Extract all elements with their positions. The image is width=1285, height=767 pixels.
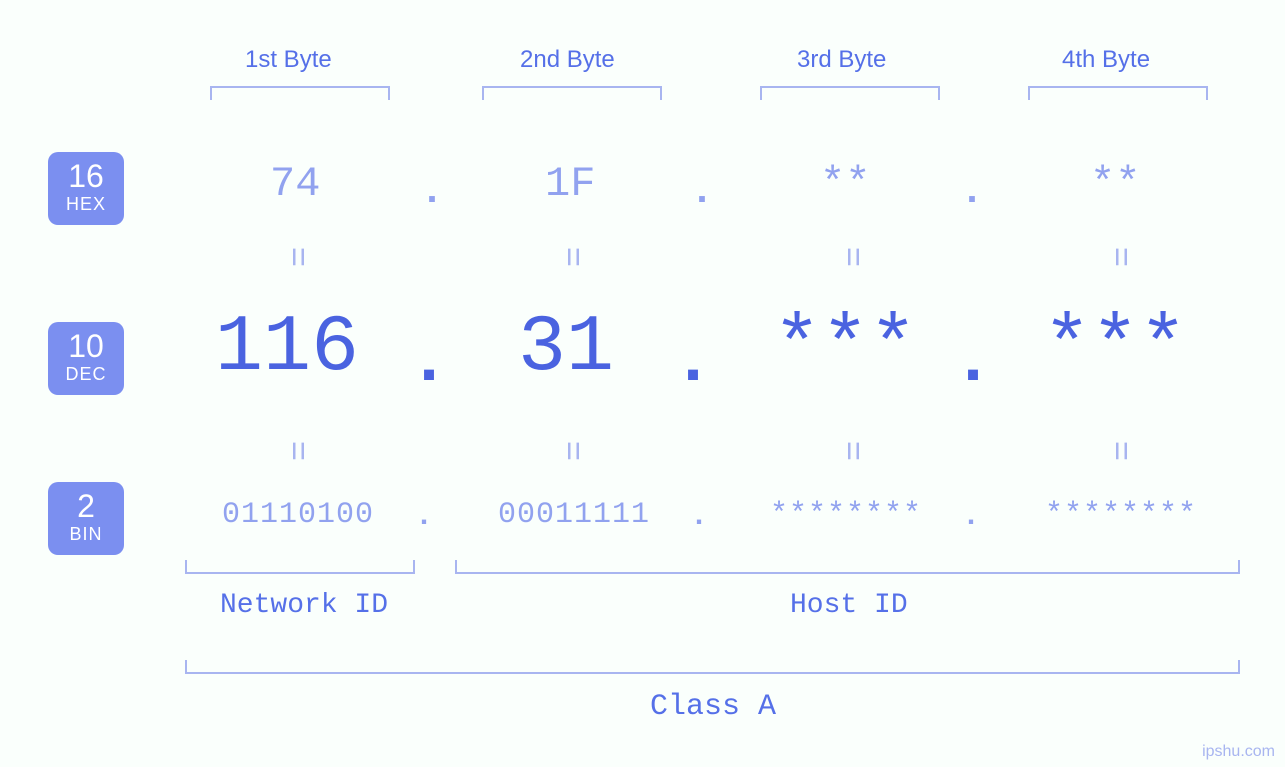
badge-bin-num: 2 bbox=[48, 490, 124, 522]
dec-byte-2: 31 bbox=[518, 303, 614, 394]
eq-2-3: = bbox=[831, 441, 869, 461]
hex-byte-1: 74 bbox=[270, 160, 320, 208]
dec-byte-4: *** bbox=[1043, 303, 1187, 394]
network-label: Network ID bbox=[220, 590, 388, 621]
dec-dot-3: . bbox=[952, 323, 994, 402]
hex-byte-3: ** bbox=[820, 160, 870, 208]
hex-byte-2: 1F bbox=[545, 160, 595, 208]
bin-byte-3: ******** bbox=[770, 498, 922, 532]
class-bracket bbox=[185, 660, 1240, 674]
eq-2-1: = bbox=[276, 441, 314, 461]
ip-diagram: 1st Byte 2nd Byte 3rd Byte 4th Byte 16 H… bbox=[0, 0, 1285, 767]
eq-2-4: = bbox=[1099, 441, 1137, 461]
network-bracket bbox=[185, 560, 415, 574]
badge-dec: 10 DEC bbox=[48, 322, 124, 395]
host-bracket bbox=[455, 560, 1240, 574]
badge-hex-label: HEX bbox=[48, 194, 124, 215]
bin-byte-4: ******** bbox=[1045, 498, 1197, 532]
hex-dot-3: . bbox=[960, 170, 984, 215]
top-bracket-2 bbox=[482, 86, 662, 100]
hex-byte-4: ** bbox=[1090, 160, 1140, 208]
badge-dec-label: DEC bbox=[48, 364, 124, 385]
badge-bin-label: BIN bbox=[48, 524, 124, 545]
hex-dot-1: . bbox=[420, 170, 444, 215]
eq-1-1: = bbox=[276, 247, 314, 267]
badge-hex: 16 HEX bbox=[48, 152, 124, 225]
class-label: Class A bbox=[650, 690, 776, 724]
dec-byte-3: *** bbox=[773, 303, 917, 394]
dec-dot-1: . bbox=[408, 323, 450, 402]
eq-1-3: = bbox=[831, 247, 869, 267]
top-bracket-3 bbox=[760, 86, 940, 100]
byte-header-4: 4th Byte bbox=[1062, 46, 1150, 74]
top-bracket-1 bbox=[210, 86, 390, 100]
bin-byte-2: 00011111 bbox=[498, 498, 650, 532]
dec-byte-1: 116 bbox=[215, 303, 359, 394]
eq-2-2: = bbox=[551, 441, 589, 461]
bin-dot-2: . bbox=[690, 500, 708, 534]
byte-header-1: 1st Byte bbox=[245, 46, 332, 74]
badge-dec-num: 10 bbox=[48, 330, 124, 362]
badge-bin: 2 BIN bbox=[48, 482, 124, 555]
eq-1-4: = bbox=[1099, 247, 1137, 267]
badge-hex-num: 16 bbox=[48, 160, 124, 192]
dec-dot-2: . bbox=[672, 323, 714, 402]
byte-header-3: 3rd Byte bbox=[797, 46, 886, 74]
hex-dot-2: . bbox=[690, 170, 714, 215]
byte-header-2: 2nd Byte bbox=[520, 46, 615, 74]
eq-1-2: = bbox=[551, 247, 589, 267]
host-label: Host ID bbox=[790, 590, 908, 621]
bin-dot-3: . bbox=[962, 500, 980, 534]
top-bracket-4 bbox=[1028, 86, 1208, 100]
bin-byte-1: 01110100 bbox=[222, 498, 374, 532]
watermark: ipshu.com bbox=[1202, 743, 1275, 761]
bin-dot-1: . bbox=[415, 500, 433, 534]
